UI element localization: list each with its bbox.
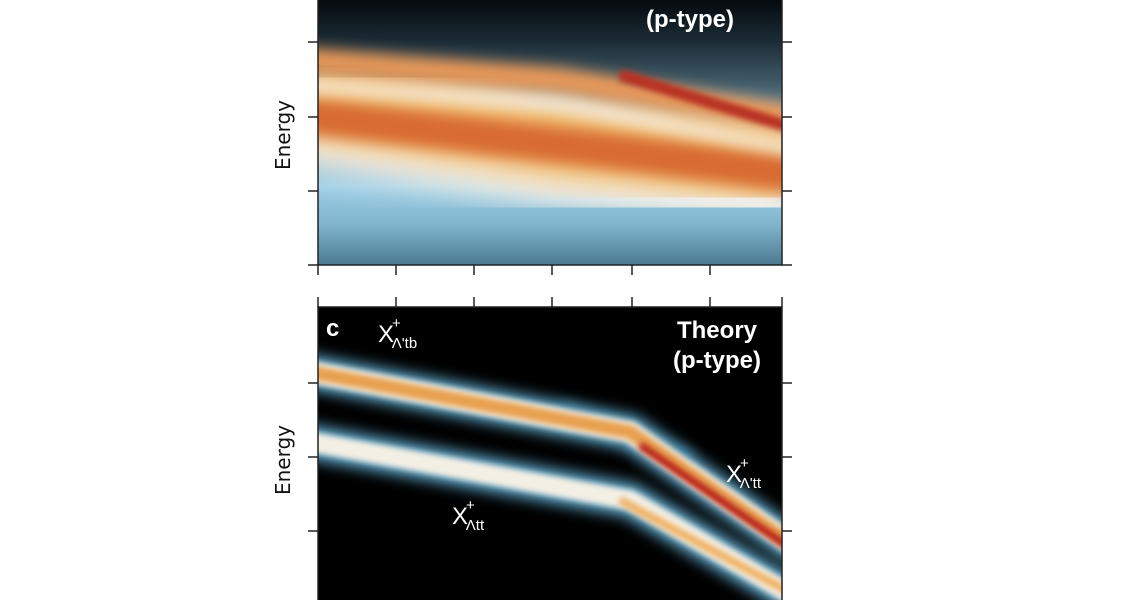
panel-label: c	[326, 315, 339, 342]
panel-title: Theory	[677, 317, 758, 344]
y-label: Energy	[271, 425, 295, 495]
ticks-top	[308, 41, 792, 275]
y-label: Energy	[271, 100, 295, 170]
annotation: X+ Λtt	[452, 497, 485, 534]
heatmap-bottom	[318, 307, 782, 600]
panel-title: (p-type)	[646, 6, 734, 33]
panel-title: (p-type)	[673, 347, 761, 374]
annotation: X+ Λ'tb	[378, 315, 417, 352]
ticks-bottom	[308, 297, 792, 532]
annotation: X+ Λ'tt	[726, 455, 762, 492]
heatmap-top	[318, 0, 782, 265]
